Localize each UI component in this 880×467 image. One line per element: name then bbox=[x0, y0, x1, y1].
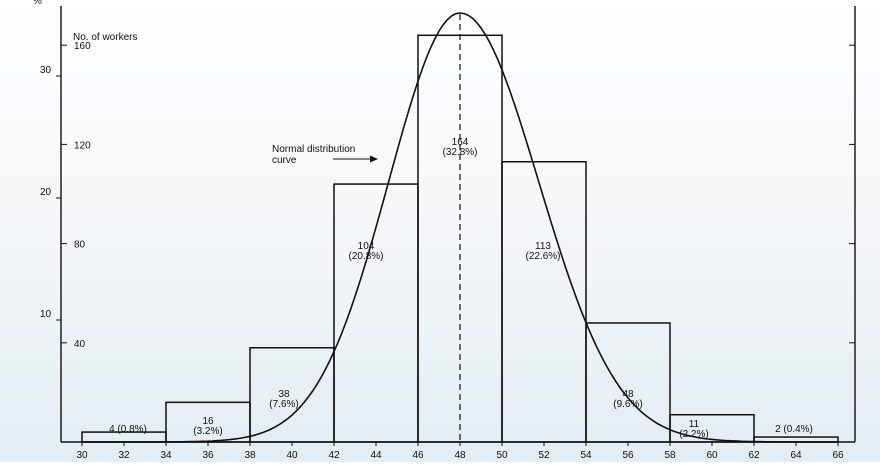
x-tick-label: 62 bbox=[748, 450, 760, 461]
bar-count-label: 113 bbox=[535, 241, 551, 252]
bar-count-label: 48 bbox=[622, 389, 634, 400]
bar-count-label: 4 (0.8%) bbox=[109, 424, 147, 435]
x-tick-label: 56 bbox=[622, 450, 634, 461]
bar-count-label: 2 (0.4%) bbox=[775, 424, 813, 435]
bar-percent-label: (9.6%) bbox=[613, 399, 642, 410]
x-tick-label: 54 bbox=[580, 450, 592, 461]
bar-count-label: 11 bbox=[689, 419, 700, 430]
normal-distribution-curve bbox=[82, 12, 838, 443]
y-workers-tick-label: 160 bbox=[74, 41, 91, 52]
bar-count-label: 16 bbox=[202, 416, 214, 427]
x-tick-label: 48 bbox=[454, 450, 466, 461]
curve-annotation-line1: Normal distribution bbox=[272, 144, 355, 155]
x-tick-label: 50 bbox=[496, 450, 508, 461]
bar-percent-label: (22.6%) bbox=[525, 251, 560, 262]
x-tick-label: 64 bbox=[790, 450, 802, 461]
curve-annotation-arrow-head bbox=[370, 155, 378, 163]
bar-count-label: 164 bbox=[452, 137, 469, 148]
y-workers-tick-label: 120 bbox=[74, 140, 91, 151]
x-tick-label: 40 bbox=[286, 450, 298, 461]
y-workers-tick-label: 80 bbox=[74, 240, 86, 251]
y-workers-axis-label: No. of workers bbox=[73, 32, 137, 43]
bar-count-label: 104 bbox=[358, 241, 375, 252]
x-tick-label: 58 bbox=[664, 450, 676, 461]
x-tick-label: 66 bbox=[832, 450, 844, 461]
bar-percent-label: (20.8%) bbox=[348, 251, 383, 262]
y-percent-tick-label: 10 bbox=[40, 309, 52, 320]
x-tick-label: 30 bbox=[76, 450, 88, 461]
x-tick-label: 42 bbox=[328, 450, 340, 461]
x-tick-label: 38 bbox=[244, 450, 256, 461]
x-tick-label: 32 bbox=[118, 450, 130, 461]
y-percent-tick-label: 20 bbox=[40, 187, 52, 198]
x-tick-label: 60 bbox=[706, 450, 718, 461]
y-percent-tick-label: 30 bbox=[40, 65, 52, 76]
bar-percent-label: (2.2%) bbox=[679, 429, 708, 440]
y-percent-unit-label: % bbox=[33, 0, 42, 7]
bar-percent-label: (3.2%) bbox=[193, 426, 222, 437]
x-tick-label: 34 bbox=[160, 450, 172, 461]
histogram-bar bbox=[333, 183, 419, 443]
bar-percent-label: (7.6%) bbox=[269, 399, 298, 410]
histogram-bar bbox=[249, 347, 335, 443]
x-tick-label: 52 bbox=[538, 450, 550, 461]
x-tick-label: 44 bbox=[370, 450, 382, 461]
x-tick-label: 36 bbox=[202, 450, 214, 461]
y-workers-tick-label: 40 bbox=[74, 339, 86, 350]
x-tick-label: 46 bbox=[412, 450, 424, 461]
histogram-bar bbox=[501, 161, 587, 443]
bar-percent-label: (32.8%) bbox=[442, 147, 477, 158]
bar-count-label: 38 bbox=[278, 389, 290, 400]
curve-annotation-line2: curve bbox=[272, 155, 297, 166]
